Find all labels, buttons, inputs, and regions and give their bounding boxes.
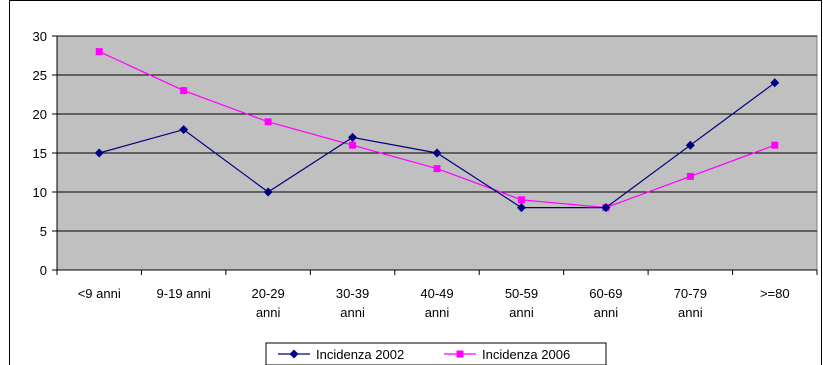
x-tick-label: 70-79 anni <box>674 286 707 320</box>
x-tick-label: 50-59 anni <box>505 286 538 320</box>
data-point <box>263 187 273 197</box>
legend-box <box>265 342 607 365</box>
data-point <box>349 141 357 149</box>
legend-marker <box>456 350 464 358</box>
series-layer <box>94 48 780 213</box>
y-tick-label: 0 <box>40 263 47 278</box>
data-point <box>94 148 104 158</box>
y-tick-label: 25 <box>33 68 47 83</box>
data-point <box>686 172 694 180</box>
x-tick-label: <9 anni <box>78 286 121 301</box>
gridlines <box>57 35 817 232</box>
data-point <box>685 140 695 150</box>
x-tick-label: 30-39 anni <box>336 286 369 320</box>
x-tick-label: 9-19 anni <box>157 286 211 301</box>
data-point <box>95 48 103 56</box>
data-point <box>517 196 525 204</box>
data-point <box>179 125 189 135</box>
data-point <box>601 203 611 213</box>
y-tick-label: 15 <box>33 146 47 161</box>
y-tick-labels: 0 5 10 15 20 25 30 <box>33 29 47 278</box>
data-point <box>771 141 779 149</box>
x-tick-labels: <9 anni 9-19 anni 20-29 anni 30-39 anni 40-49 a… <box>78 286 790 320</box>
x-tick-label: 60-69 anni <box>589 286 622 320</box>
chart-frame <box>9 0 822 365</box>
legend-marker <box>289 349 299 359</box>
series-0 <box>94 78 780 213</box>
x-tick-label: 40-49 anni <box>420 286 453 320</box>
legend-entry-label: Incidenza 2002 <box>316 347 404 362</box>
axes <box>52 35 818 275</box>
y-tick-label: 30 <box>33 29 47 44</box>
data-point <box>770 78 780 88</box>
y-tick-label: 5 <box>40 224 47 239</box>
legend-entry-label: Incidenza 2006 <box>482 347 570 362</box>
y-tick-label: 10 <box>33 185 47 200</box>
data-point <box>516 203 526 213</box>
x-tick-label: >=80 <box>760 286 790 301</box>
data-point <box>180 87 188 95</box>
legend: Incidenza 2002 Incidenza 2006 <box>265 342 607 365</box>
x-tick-label: 20-29 anni <box>251 286 284 320</box>
data-point <box>348 132 358 142</box>
y-tick-label: 20 <box>33 107 47 122</box>
data-point <box>264 118 272 126</box>
data-point <box>433 165 441 173</box>
data-point <box>432 148 442 158</box>
